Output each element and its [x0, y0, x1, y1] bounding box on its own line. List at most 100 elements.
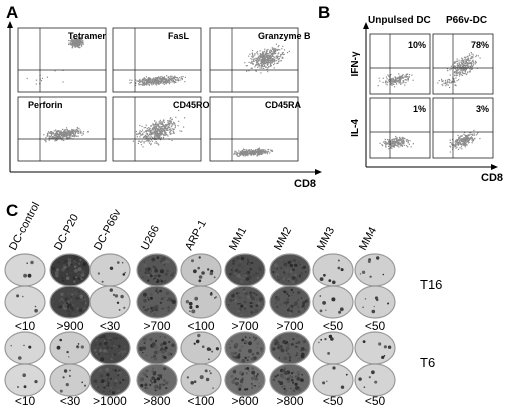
elispot-well [224, 363, 266, 397]
spot-count-label: <10 [15, 394, 36, 407]
elispot-well [269, 331, 311, 365]
elispot-well [224, 253, 266, 287]
elispot-well [180, 331, 222, 365]
panel-b-plot: 10% [369, 33, 431, 95]
spot-count-label: <50 [323, 319, 344, 333]
column-header: P66v-DC [446, 15, 487, 26]
panel-c-letter: C [6, 201, 18, 220]
elispot-well [354, 331, 396, 365]
spot-count-label: >900 [56, 319, 83, 333]
elispot-well [4, 331, 46, 365]
percentage-label: 78% [471, 40, 489, 50]
elispot-well [224, 285, 266, 319]
panel-b-plot: 1% [369, 97, 431, 159]
elispot-well [354, 363, 396, 397]
elispot-well [180, 285, 222, 319]
percentage-label: 10% [408, 40, 426, 50]
panel-a-letter: A [6, 3, 18, 22]
column-label: DC-P20 [52, 212, 81, 252]
well-group: T16 <10 >900 <30 >700 <100 >700 >700 <50 <50 [4, 253, 442, 333]
plot-frame [17, 27, 107, 93]
spot-count-label: <30 [60, 394, 81, 407]
elispot-well [89, 363, 131, 397]
elispot-well [354, 285, 396, 319]
elispot-well [4, 363, 46, 397]
elispot-well [89, 285, 131, 319]
column-label: MM2 [272, 225, 294, 252]
elispot-well [136, 285, 178, 319]
panel-a-plot: FasL [112, 27, 202, 93]
panel-a-plot: Tetramer [17, 27, 107, 93]
spot-count-label: <10 [15, 319, 36, 333]
elispot-well [180, 253, 222, 287]
panel-a-y-arrow [7, 21, 13, 28]
elispot-well [89, 253, 131, 287]
column-label: MM3 [315, 225, 337, 252]
panel-b: CD8 Unpulsed DC P66v-DC IFN-γ IL-4 10% 78% 1% 3… [350, 15, 503, 184]
elispot-well [312, 363, 354, 397]
panel-b-x-arrow [491, 164, 498, 170]
percentage-label: 3% [476, 104, 489, 114]
spot-count-label: >700 [143, 319, 170, 333]
spot-count-label: >800 [143, 394, 170, 407]
spot-count-label: <100 [187, 319, 214, 333]
spot-count-label: <50 [365, 394, 386, 407]
plot-label: CD45RO [173, 100, 210, 110]
elispot-well [269, 253, 311, 287]
elispot-well [269, 285, 311, 319]
elispot-well [312, 253, 354, 287]
group-label: T6 [420, 355, 435, 370]
elispot-well [136, 253, 178, 287]
column-label: U266 [139, 224, 162, 253]
elispot-well [49, 253, 91, 287]
plot-frame [369, 97, 431, 159]
elispot-well [49, 363, 91, 397]
panel-a-x-label: CD8 [294, 178, 316, 190]
elispot-well [136, 331, 178, 365]
plot-label: Tetramer [68, 31, 106, 41]
panel-b-headers: Unpulsed DC P66v-DC [368, 15, 487, 26]
plot-frame [369, 33, 431, 95]
column-label: MM4 [357, 225, 379, 252]
elispot-well [180, 363, 222, 397]
row-label: IFN-γ [350, 51, 361, 76]
elispot-well [89, 331, 131, 365]
row-label: IL-4 [350, 119, 361, 137]
panel-a: CD8 Tetramer FasL Granzyme B Perforin CD45RO… [7, 21, 322, 190]
spot-count-label: >700 [276, 319, 303, 333]
elispot-well [49, 285, 91, 319]
spot-count-label: <100 [187, 394, 214, 407]
panel-b-plot: 3% [432, 97, 494, 159]
elispot-well [312, 285, 354, 319]
column-label: ARP-1 [183, 218, 209, 252]
panel-b-y-arrow [363, 22, 369, 29]
panel-b-letter: B [318, 3, 330, 22]
column-header: Unpulsed DC [368, 15, 431, 26]
elispot-well [49, 331, 91, 365]
plot-label: Perforin [28, 100, 63, 110]
spot-count-label: <50 [365, 319, 386, 333]
spot-count-label: >1000 [93, 394, 127, 407]
elispot-well [224, 331, 266, 365]
plot-label: FasL [168, 31, 190, 41]
panel-a-plot: CD45RO [112, 96, 210, 162]
column-label: DC-P66v [92, 207, 124, 252]
spot-count-label: <50 [323, 394, 344, 407]
spot-count-label: <30 [100, 319, 121, 333]
elispot-well [4, 253, 46, 287]
well-group: T6 <10 <30 >1000 >800 <100 >600 >800 <50 <50 [4, 331, 435, 408]
column-label: MM1 [227, 225, 249, 252]
panel-a-plot: Perforin [17, 96, 107, 162]
spot-count-label: >800 [276, 394, 303, 407]
panel-b-plot: 78% [432, 33, 494, 95]
plot-label: Granzyme B [258, 31, 311, 41]
panel-a-plot: Granzyme B [209, 27, 311, 93]
spot-count-label: >700 [231, 319, 258, 333]
panel-a-x-arrow [315, 169, 322, 175]
spot-count-label: >600 [231, 394, 258, 407]
panel-c: DC-control DC-P20 DC-P66v U266 ARP-1 MM1 MM2 MM… [4, 200, 442, 408]
elispot-well [136, 363, 178, 397]
panel-a-plot: CD45RA [209, 96, 302, 162]
elispot-well [269, 363, 311, 397]
